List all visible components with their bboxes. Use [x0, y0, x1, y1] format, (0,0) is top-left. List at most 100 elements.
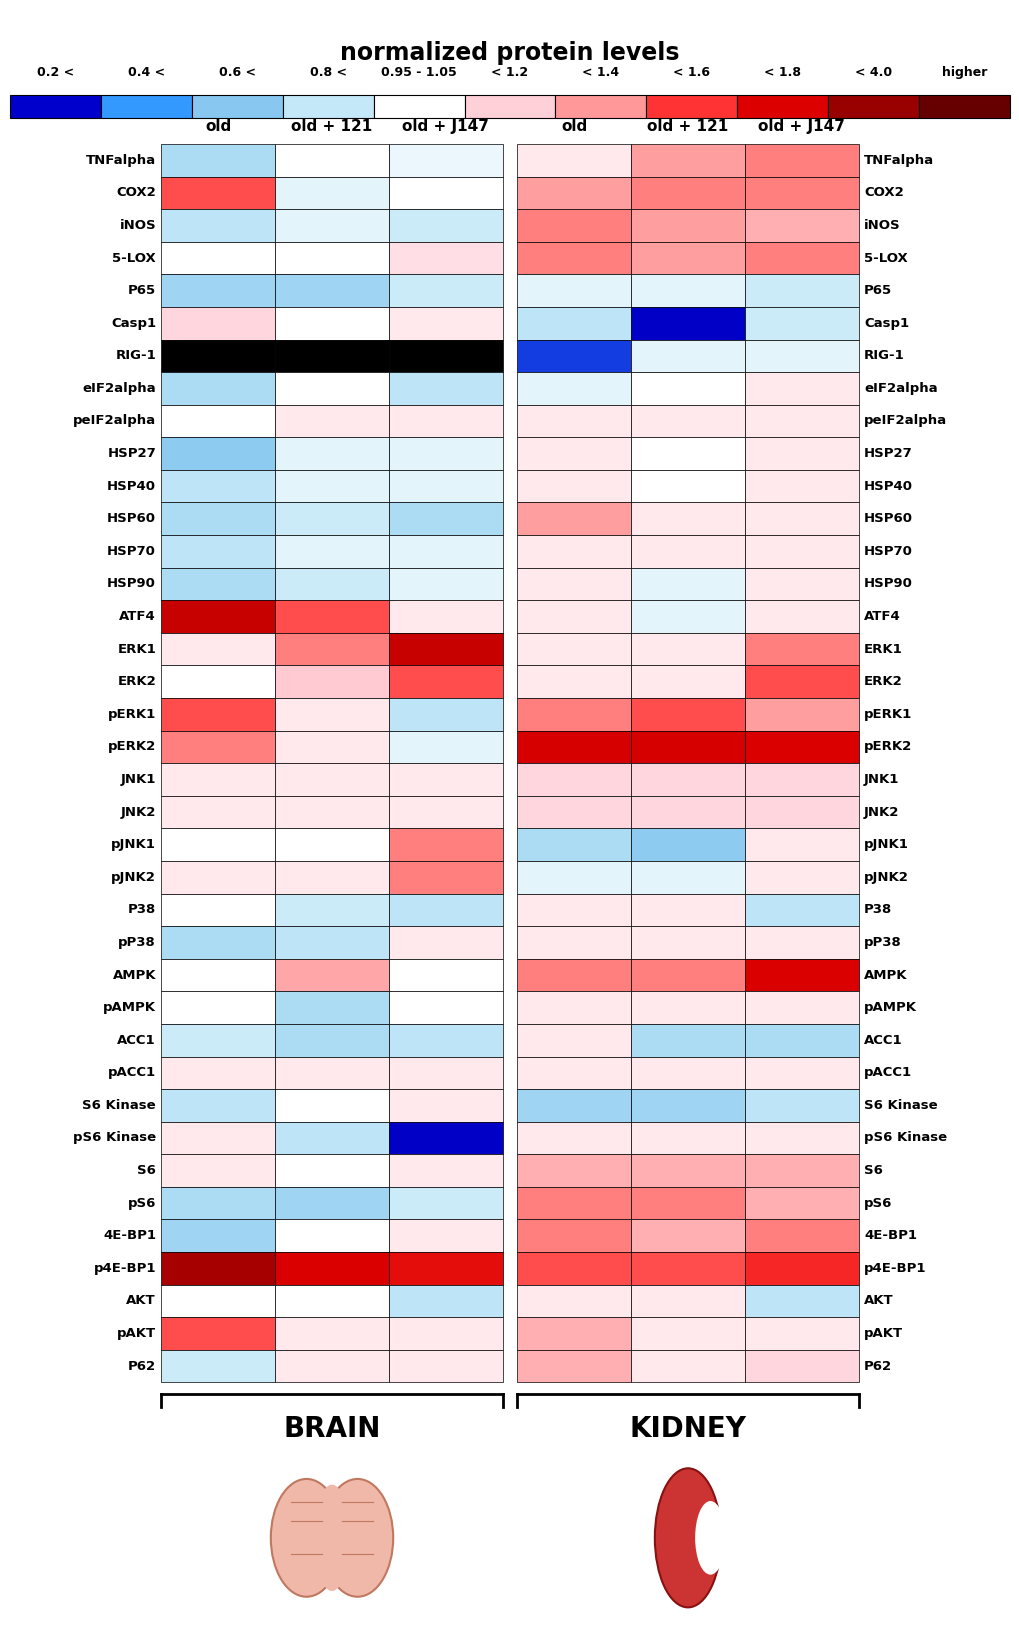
- Bar: [388, 1155, 502, 1186]
- Bar: [161, 926, 275, 959]
- Text: ERK1: ERK1: [863, 643, 902, 656]
- Bar: [388, 762, 502, 795]
- Bar: [517, 1155, 631, 1186]
- Bar: [388, 1350, 502, 1382]
- Bar: [388, 437, 502, 470]
- Ellipse shape: [271, 1479, 342, 1597]
- Bar: [517, 1350, 631, 1382]
- Text: old: old: [205, 119, 231, 134]
- Text: pAKT: pAKT: [117, 1327, 156, 1340]
- Bar: [744, 1090, 858, 1122]
- Bar: [388, 861, 502, 893]
- Text: 4E-BP1: 4E-BP1: [863, 1229, 916, 1242]
- Bar: [517, 861, 631, 893]
- Bar: [275, 1186, 388, 1219]
- Bar: [388, 1057, 502, 1090]
- Bar: [388, 371, 502, 404]
- Text: old + J147: old + J147: [403, 119, 489, 134]
- Text: pERK2: pERK2: [863, 741, 911, 754]
- Bar: [275, 275, 388, 308]
- Bar: [631, 177, 744, 209]
- Bar: [275, 893, 388, 926]
- Text: P65: P65: [863, 285, 892, 298]
- Bar: [517, 1024, 631, 1057]
- Text: P62: P62: [127, 1360, 156, 1373]
- Bar: [388, 699, 502, 731]
- Bar: [388, 795, 502, 828]
- Text: JNK1: JNK1: [120, 772, 156, 785]
- Bar: [161, 828, 275, 861]
- Text: RIG-1: RIG-1: [863, 350, 904, 362]
- Bar: [744, 1057, 858, 1090]
- Ellipse shape: [654, 1469, 720, 1607]
- Bar: [275, 959, 388, 991]
- Bar: [744, 959, 858, 991]
- Bar: [517, 371, 631, 404]
- Bar: [275, 633, 388, 666]
- Bar: [517, 502, 631, 535]
- Bar: [161, 1350, 275, 1382]
- Bar: [388, 404, 502, 437]
- Text: HSP70: HSP70: [863, 545, 912, 558]
- Text: pERK1: pERK1: [108, 708, 156, 721]
- Bar: [161, 1122, 275, 1155]
- Bar: [373, 95, 464, 118]
- Bar: [517, 1252, 631, 1284]
- Bar: [275, 731, 388, 762]
- Bar: [275, 991, 388, 1024]
- Bar: [275, 1155, 388, 1186]
- Bar: [631, 1350, 744, 1382]
- Bar: [388, 828, 502, 861]
- Bar: [275, 568, 388, 600]
- Bar: [275, 502, 388, 535]
- Text: p4E-BP1: p4E-BP1: [94, 1261, 156, 1274]
- Bar: [744, 600, 858, 633]
- Bar: [744, 502, 858, 535]
- Bar: [517, 340, 631, 371]
- Bar: [161, 209, 275, 242]
- Text: eIF2alpha: eIF2alpha: [863, 381, 936, 394]
- Bar: [744, 666, 858, 699]
- Bar: [161, 144, 275, 177]
- Bar: [744, 1155, 858, 1186]
- Text: pJNK1: pJNK1: [863, 838, 908, 851]
- Bar: [388, 144, 502, 177]
- Bar: [631, 926, 744, 959]
- Text: pS6 Kinase: pS6 Kinase: [863, 1132, 946, 1145]
- Text: ATF4: ATF4: [863, 610, 900, 623]
- Text: old: old: [560, 119, 587, 134]
- Bar: [275, 1219, 388, 1252]
- Bar: [388, 502, 502, 535]
- Text: 5-LOX: 5-LOX: [112, 252, 156, 265]
- Ellipse shape: [314, 1485, 350, 1590]
- Bar: [388, 470, 502, 502]
- Bar: [10, 95, 101, 118]
- Bar: [275, 1252, 388, 1284]
- Bar: [388, 991, 502, 1024]
- Bar: [631, 502, 744, 535]
- Bar: [517, 828, 631, 861]
- Bar: [275, 371, 388, 404]
- Bar: [744, 209, 858, 242]
- Bar: [282, 95, 373, 118]
- Bar: [161, 1155, 275, 1186]
- Text: pS6: pS6: [127, 1196, 156, 1209]
- Text: pP38: pP38: [863, 936, 901, 949]
- Text: peIF2alpha: peIF2alpha: [73, 414, 156, 427]
- Bar: [744, 1350, 858, 1382]
- Bar: [517, 470, 631, 502]
- Bar: [275, 1350, 388, 1382]
- Text: < 1.6: < 1.6: [673, 65, 709, 79]
- Bar: [744, 762, 858, 795]
- Bar: [161, 1186, 275, 1219]
- Bar: [744, 893, 858, 926]
- Text: JNK2: JNK2: [863, 805, 899, 818]
- Bar: [275, 1122, 388, 1155]
- Text: pJNK2: pJNK2: [863, 870, 908, 883]
- Bar: [744, 1252, 858, 1284]
- Bar: [517, 893, 631, 926]
- Bar: [388, 1284, 502, 1317]
- Bar: [161, 340, 275, 371]
- Bar: [744, 177, 858, 209]
- Bar: [517, 1057, 631, 1090]
